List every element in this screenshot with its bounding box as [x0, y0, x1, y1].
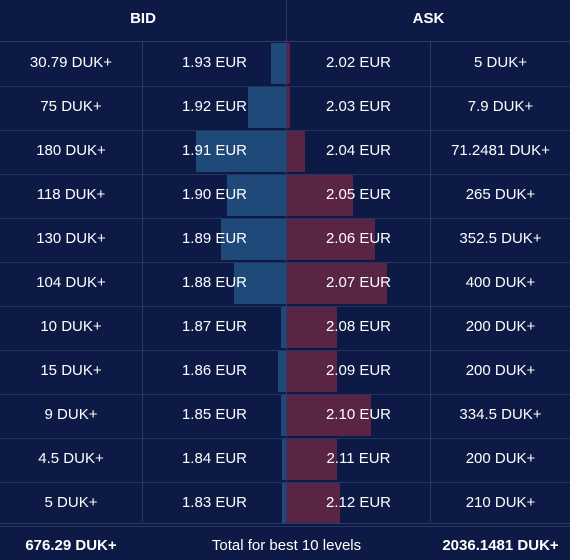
ask-price: 2.09 EUR	[325, 362, 392, 379]
ask-amount: 200 DUK+	[465, 362, 536, 379]
ask-price: 2.10 EUR	[325, 406, 392, 423]
bid-price: 1.84 EUR	[181, 450, 248, 467]
bid-amount: 180 DUK+	[36, 142, 106, 159]
ask-depth-bar	[287, 307, 337, 348]
bid-price: 1.85 EUR	[181, 406, 248, 423]
ask-depth-bar	[287, 175, 353, 216]
order-book-row[interactable]: 104 DUK+ 1.88 EUR 2.07 EUR 400 DUK+	[0, 262, 570, 307]
ask-amount: 71.2481 DUK+	[451, 142, 550, 159]
bid-amount: 75 DUK+	[40, 98, 102, 115]
bid-price: 1.93 EUR	[181, 54, 248, 71]
bid-depth-bar	[282, 483, 286, 524]
bid-amount: 10 DUK+	[40, 318, 102, 335]
bid-price: 1.89 EUR	[181, 230, 248, 247]
order-book-row[interactable]: 118 DUK+ 1.90 EUR 2.05 EUR 265 DUK+	[0, 174, 570, 219]
ask-amount: 200 DUK+	[465, 450, 536, 467]
ask-depth-bar	[287, 351, 337, 392]
column-divider	[286, 42, 287, 522]
bid-amount: 4.5 DUK+	[38, 450, 104, 467]
ask-amount: 400 DUK+	[465, 274, 536, 291]
ask-price: 2.08 EUR	[325, 318, 392, 335]
bid-price: 1.83 EUR	[181, 494, 248, 511]
order-book-row[interactable]: 9 DUK+ 1.85 EUR 2.10 EUR 334.5 DUK+	[0, 394, 570, 439]
ask-price: 2.03 EUR	[325, 98, 392, 115]
ask-amount: 352.5 DUK+	[459, 230, 542, 247]
ask-depth-bar	[287, 483, 340, 524]
order-book-row[interactable]: 5 DUK+ 1.83 EUR 2.12 EUR 210 DUK+	[0, 482, 570, 527]
bid-depth-bar	[281, 307, 286, 348]
ask-price: 2.07 EUR	[325, 274, 392, 291]
bid-total: 676.29 DUK+	[25, 537, 117, 554]
bid-amount: 5 DUK+	[44, 494, 98, 511]
ask-depth-bar	[287, 131, 305, 172]
order-book-row[interactable]: 15 DUK+ 1.86 EUR 2.09 EUR 200 DUK+	[0, 350, 570, 395]
ask-amount: 7.9 DUK+	[467, 98, 534, 115]
bid-price: 1.90 EUR	[181, 186, 248, 203]
ask-amount: 5 DUK+	[474, 54, 527, 71]
bid-depth-bar	[227, 175, 286, 216]
bid-price: 1.87 EUR	[181, 318, 248, 335]
bid-depth-bar	[196, 131, 286, 172]
ask-price: 2.05 EUR	[325, 186, 392, 203]
ask-depth-bar	[287, 263, 387, 304]
ask-price: 2.11 EUR	[326, 450, 391, 467]
order-book-footer: 676.29 DUK+ Total for best 10 levels 203…	[0, 523, 570, 560]
bid-depth-bar	[278, 351, 286, 392]
bid-amount: 15 DUK+	[40, 362, 102, 379]
ask-amount: 265 DUK+	[465, 186, 536, 203]
column-divider	[142, 42, 143, 522]
order-book-row[interactable]: 180 DUK+ 1.91 EUR 2.04 EUR 71.2481 DUK+	[0, 130, 570, 175]
bid-amount: 104 DUK+	[36, 274, 106, 291]
order-book-row[interactable]: 10 DUK+ 1.87 EUR 2.08 EUR 200 DUK+	[0, 306, 570, 351]
ask-depth-bar	[287, 87, 290, 128]
ask-price: 2.06 EUR	[325, 230, 392, 247]
total-label: Total for best 10 levels	[211, 537, 362, 554]
bid-price: 1.92 EUR	[181, 98, 248, 115]
order-book-row[interactable]: 30.79 DUK+ 1.93 EUR 2.02 EUR 5 DUK+	[0, 42, 570, 87]
bid-depth-bar	[281, 395, 286, 436]
bid-depth-bar	[234, 263, 286, 304]
order-book-row[interactable]: 130 DUK+ 1.89 EUR 2.06 EUR 352.5 DUK+	[0, 218, 570, 263]
bid-depth-bar	[282, 439, 286, 480]
bid-amount: 118 DUK+	[36, 186, 106, 203]
bid-price: 1.91 EUR	[181, 142, 248, 159]
ask-amount: 200 DUK+	[465, 318, 536, 335]
ask-depth-bar	[287, 219, 375, 260]
ask-total: 2036.1481 DUK+	[442, 537, 559, 554]
ask-depth-bar	[287, 395, 371, 436]
ask-price: 2.02 EUR	[325, 54, 392, 71]
bid-depth-bar	[248, 87, 286, 128]
column-divider	[430, 42, 431, 522]
bid-price: 1.88 EUR	[181, 274, 248, 291]
bid-price: 1.86 EUR	[181, 362, 248, 379]
ask-amount: 334.5 DUK+	[459, 406, 542, 423]
ask-price: 2.12 EUR	[325, 494, 392, 511]
bid-depth-bar	[221, 219, 286, 260]
ask-price: 2.04 EUR	[325, 142, 392, 159]
bid-amount: 30.79 DUK+	[29, 54, 113, 71]
bid-depth-bar	[271, 43, 286, 84]
bid-amount: 130 DUK+	[36, 230, 106, 247]
order-book-row[interactable]: 4.5 DUK+ 1.84 EUR 2.11 EUR 200 DUK+	[0, 438, 570, 483]
bid-amount: 9 DUK+	[44, 406, 98, 423]
ask-header: ASK	[412, 10, 445, 27]
order-book-row[interactable]: 75 DUK+ 1.92 EUR 2.03 EUR 7.9 DUK+	[0, 86, 570, 131]
order-book-header: BID ASK	[0, 0, 570, 42]
order-book-rows: 30.79 DUK+ 1.93 EUR 2.02 EUR 5 DUK+ 75 DUK+ 1…	[0, 42, 570, 527]
ask-depth-bar	[287, 43, 290, 84]
ask-amount: 210 DUK+	[465, 494, 536, 511]
ask-depth-bar	[287, 439, 337, 480]
bid-header: BID	[0, 0, 287, 41]
